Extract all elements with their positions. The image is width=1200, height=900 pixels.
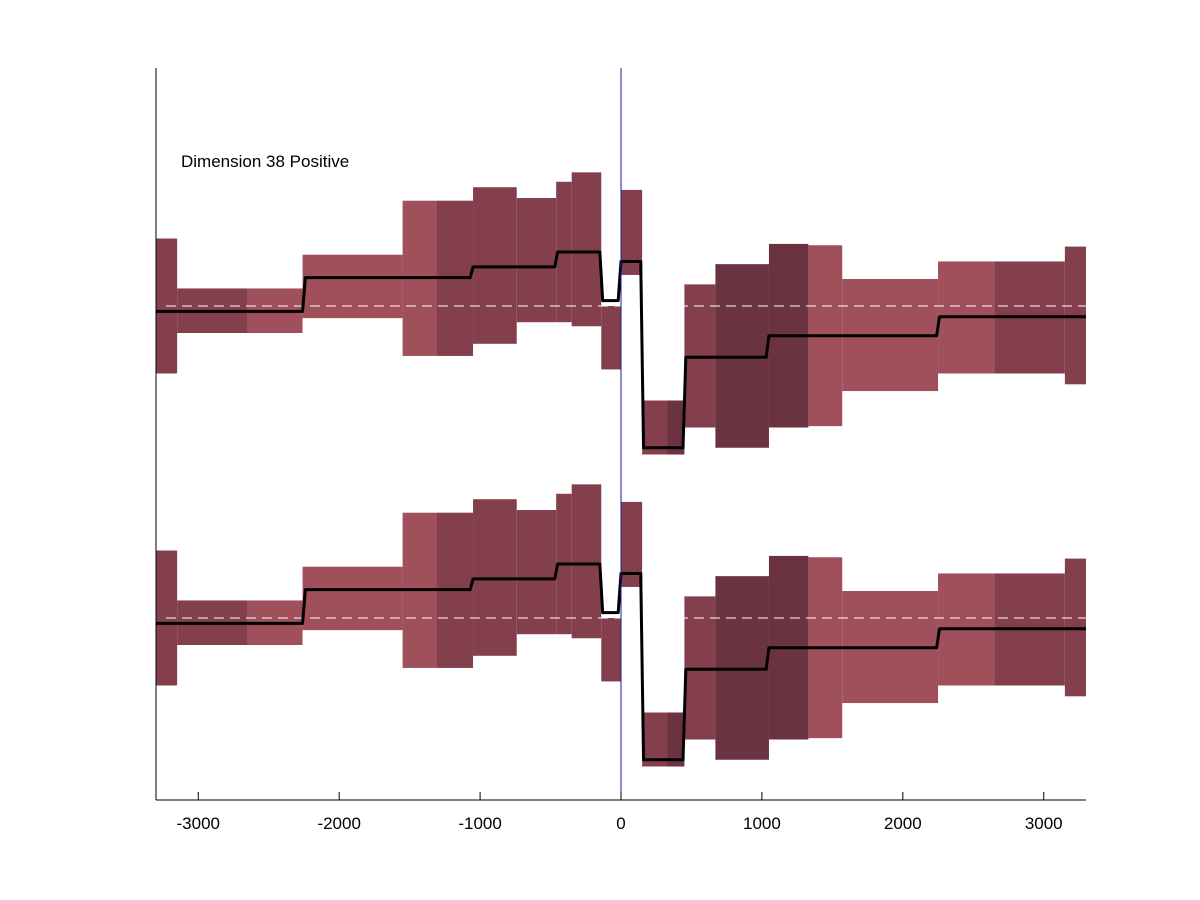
- panels-layer: [156, 172, 1086, 767]
- x-tick-label: 0: [616, 814, 625, 833]
- x-ticks: -3000 -2000 -1000 0 1000 2000 3000: [177, 792, 1063, 833]
- x-tick-label: 2000: [884, 814, 922, 833]
- band-bin: [516, 510, 557, 635]
- series-line: [156, 562, 1086, 762]
- x-tick-label: 1000: [743, 814, 781, 833]
- band-bin: [667, 400, 685, 455]
- x-tick-label: 3000: [1025, 814, 1063, 833]
- band-bin: [621, 189, 643, 275]
- band-bin: [302, 566, 403, 631]
- band-bin: [571, 172, 602, 327]
- chart-annotation: Dimension 38 Positive: [181, 152, 349, 171]
- x-tick-label: -1000: [458, 814, 501, 833]
- band-bin: [667, 712, 685, 767]
- band-bin: [571, 484, 602, 639]
- panel-1: [156, 172, 1086, 455]
- band-bin: [642, 712, 668, 767]
- band-bin: [601, 618, 621, 682]
- band-bin: [516, 198, 557, 323]
- band-bin: [642, 400, 668, 455]
- axes-layer: [155, 68, 1086, 801]
- x-tick-label: -2000: [317, 814, 360, 833]
- panel-2: [156, 484, 1086, 767]
- series-line: [156, 250, 1086, 450]
- band-bin: [621, 501, 643, 587]
- x-tick-label: -3000: [177, 814, 220, 833]
- band-bin: [601, 306, 621, 370]
- band-bin: [302, 254, 403, 319]
